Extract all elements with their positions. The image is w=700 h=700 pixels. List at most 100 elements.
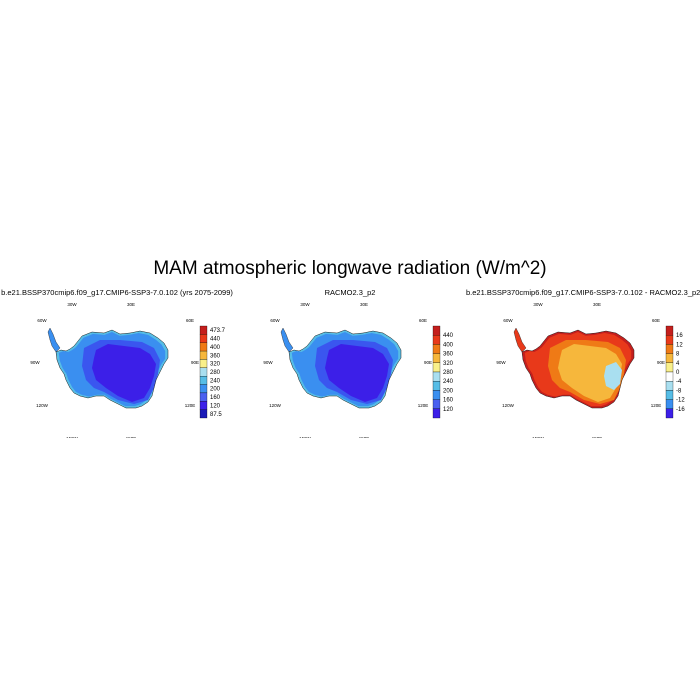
colorbar-label: 400 (210, 345, 221, 351)
colorbar-swatch (199, 392, 208, 402)
lon-label: 30W (533, 302, 543, 307)
colorbar-label: -8 (676, 388, 682, 394)
colorbar-swatch (432, 362, 441, 373)
lon-label: 150E (592, 436, 603, 438)
colorbar-label: 240 (443, 379, 454, 385)
colorbar-label: 120 (443, 407, 454, 413)
colorbar-swatch (432, 399, 441, 409)
lon-label: 120E (418, 403, 429, 408)
colorbar-label: 320 (443, 361, 454, 367)
map-diff: 30W30E60W60E90W90E120W120E150W150E180161… (496, 302, 685, 438)
panel-obs: RACMO2.3_p2 30W 30E 60W 60E 90W 90E 120W 120E 15… (233, 288, 467, 438)
colorbar-swatch (199, 334, 208, 343)
lon-label: 30W (300, 302, 310, 307)
lon-label: 60E (652, 318, 660, 323)
colorbar-label: 16 (676, 333, 683, 339)
colorbar-swatch (665, 335, 674, 345)
colorbar-label: 360 (210, 353, 221, 359)
colorbar-label: 160 (210, 395, 221, 401)
colorbar-swatch (665, 344, 674, 354)
colorbar-swatch (199, 401, 208, 410)
lon-label: 150E (359, 436, 370, 438)
colorbar-swatch (432, 371, 441, 382)
continent-interior-fill (92, 344, 156, 402)
colorbar-label: 4 (676, 361, 680, 367)
colorbar-label: 120 (210, 403, 221, 409)
colorbar-label: -4 (676, 379, 682, 385)
lon-label: 120W (502, 403, 515, 408)
peninsula (513, 327, 527, 353)
lon-label: 90E (657, 360, 665, 365)
colorbar-swatch (665, 325, 674, 336)
colorbar-swatch (432, 325, 441, 336)
colorbar: 473.7 440 400 360 320 280 240 200 160 120 87.5 (199, 325, 226, 419)
colorbar: 440 400 360 320 280 240 200 160 120 (432, 325, 454, 419)
lon-label: 60W (270, 318, 280, 323)
colorbar-swatch (432, 381, 441, 391)
panel-model: b.e21.BSSP370cmip6.f09_g17.CMIP6-SSP3-7.… (0, 288, 234, 438)
lon-label: 30W (67, 302, 77, 307)
colorbar-label: 200 (443, 388, 454, 394)
colorbar-swatch (199, 350, 208, 360)
colorbar-swatch (432, 408, 441, 419)
colorbar-swatch (665, 408, 674, 419)
coastline (521, 329, 635, 409)
panel-diff: b.e21.BSSP370cmip6.f09_g17.CMIP6-SSP3-7.… (466, 288, 700, 438)
map-body (47, 327, 169, 409)
colorbar-swatch (665, 399, 674, 409)
coastline (288, 329, 402, 409)
colorbar-label: 280 (210, 370, 221, 376)
lon-label: 150W (532, 436, 545, 438)
lon-label: 120E (185, 403, 196, 408)
lon-label: 120W (36, 403, 49, 408)
colorbar-label: -16 (676, 407, 685, 413)
colorbar-label: -12 (676, 398, 685, 404)
map-model: 30W30E60W60E90W90E120W120E150W150E180473… (30, 302, 226, 438)
lon-label: 60E (186, 318, 194, 323)
panel-title-model: b.e21.BSSP370cmip6.f09_g17.CMIP6-SSP3-7.… (1, 288, 233, 297)
colorbar-swatch (199, 359, 208, 368)
colorbar-swatch (665, 353, 674, 363)
lon-label: 30E (593, 302, 601, 307)
colorbar-label: 440 (210, 337, 221, 343)
lon-label: 60W (503, 318, 513, 323)
lon-label: 90W (30, 360, 40, 365)
difference-blob (604, 362, 622, 390)
colorbar-swatch (665, 390, 674, 400)
lon-label: 150E (126, 436, 137, 438)
colorbar-label: 160 (443, 398, 454, 404)
colorbar-label: 12 (676, 342, 683, 348)
colorbar: 16 12 8 4 0 -4 -8 -12 -16 (665, 325, 685, 419)
lon-label: 90W (263, 360, 273, 365)
lon-label: 30E (127, 302, 135, 307)
continent-interior-fill (558, 344, 622, 402)
main-title: MAM atmospheric longwave radiation (W/m^… (153, 258, 547, 279)
lon-label: 150W (299, 436, 312, 438)
map-obs: 30W30E60W60E90W90E120W120E150W150E180440… (263, 302, 454, 438)
peninsula (280, 327, 294, 353)
colorbar-swatch (199, 409, 208, 419)
colorbar-swatch (665, 371, 674, 382)
lon-label: 60E (419, 318, 427, 323)
colorbar-label: 240 (210, 378, 221, 384)
lon-label: 150W (66, 436, 79, 438)
colorbar-swatch (665, 362, 674, 373)
colorbar-label: 8 (676, 352, 680, 358)
colorbar-label: 400 (443, 342, 454, 348)
colorbar-swatch (199, 384, 208, 394)
lon-label: 120W (269, 403, 282, 408)
colorbar-swatch (665, 381, 674, 391)
colorbar-swatch (199, 367, 208, 377)
panel-title-obs: RACMO2.3_p2 (324, 288, 376, 297)
colorbar-label: 87.5 (210, 412, 222, 418)
colorbar-label: 200 (210, 387, 221, 393)
colorbar-swatch (432, 353, 441, 363)
lon-label: 90E (424, 360, 432, 365)
map-body (513, 327, 635, 409)
map-body (280, 327, 402, 409)
colorbar-swatch (432, 344, 441, 354)
colorbar-swatch (199, 325, 208, 335)
colorbar-label: 440 (443, 333, 454, 339)
continent-interior-fill (325, 344, 389, 402)
colorbar-swatch (199, 342, 208, 352)
